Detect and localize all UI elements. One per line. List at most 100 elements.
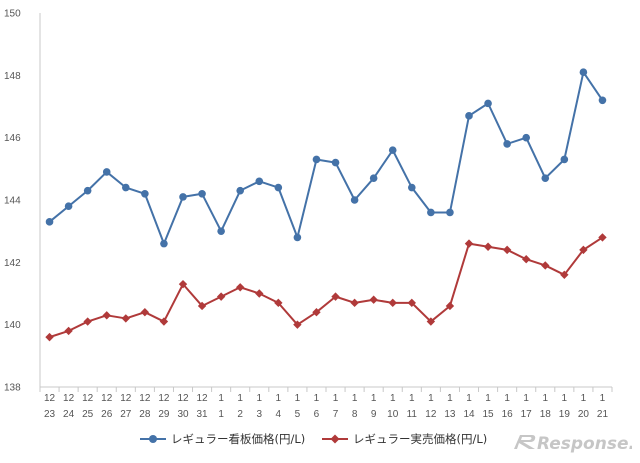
x-tick-label-day: 28: [139, 409, 151, 420]
response-logo: Response.: [514, 434, 632, 454]
data-point: [484, 99, 492, 108]
x-tick-label-day: 24: [63, 409, 75, 420]
series-line: [48, 71, 604, 245]
data-point: [369, 174, 378, 182]
x-tick-label-month: 1: [390, 393, 396, 404]
x-tick-label-month: 1: [295, 393, 301, 404]
x-tick-label-month: 1: [466, 393, 472, 404]
x-tick-label-day: 25: [82, 409, 94, 420]
x-tick-label-month: 12: [44, 393, 56, 404]
data-point: [522, 255, 531, 264]
data-point: [312, 155, 321, 164]
x-tick-label-month: 1: [523, 393, 529, 404]
data-point: [255, 177, 264, 186]
data-point: [102, 311, 111, 320]
x-tick-label-day: 8: [352, 409, 358, 420]
data-point: [140, 308, 150, 317]
x-tick-label-month: 1: [447, 393, 453, 404]
x-tick-label-month: 12: [197, 393, 209, 404]
data-point: [236, 283, 245, 292]
data-point: [121, 314, 130, 323]
legend-item-actual-price: レギュラー実売価格(円/L): [322, 431, 487, 447]
data-point: [579, 245, 588, 255]
data-point: [141, 189, 149, 198]
legend-marker-circle-icon: [140, 435, 166, 443]
x-tick-label-day: 19: [559, 409, 571, 420]
data-point: [274, 183, 283, 192]
x-tick-label-day: 13: [444, 409, 456, 420]
data-point: [598, 233, 607, 242]
x-tick-label-month: 1: [562, 393, 568, 404]
y-tick-label: 150: [4, 9, 21, 20]
x-tick-label-day: 7: [333, 409, 339, 420]
y-tick-label: 148: [4, 71, 21, 82]
x-tick-label-day: 4: [276, 409, 282, 420]
legend-label-actual-price: レギュラー実売価格(円/L): [353, 432, 488, 446]
data-point: [45, 218, 54, 226]
series-1: [45, 233, 607, 342]
x-tick-label-day: 10: [387, 409, 399, 420]
data-point: [446, 208, 454, 217]
x-tick-label-month: 1: [371, 393, 377, 404]
x-tick-label-day: 16: [502, 409, 514, 420]
data-point: [426, 317, 436, 326]
x-tick-label-day: 15: [483, 409, 495, 420]
x-tick-label-month: 1: [237, 393, 243, 404]
x-tick-label-day: 3: [256, 409, 262, 420]
data-point: [293, 320, 302, 329]
data-point: [541, 261, 550, 270]
x-tick-label-day: 12: [425, 409, 437, 420]
data-point: [331, 158, 340, 167]
x-tick-label-month: 1: [504, 393, 510, 404]
x-tick-label-day: 30: [177, 409, 189, 420]
data-point: [102, 168, 111, 176]
data-point: [179, 193, 187, 201]
data-point: [503, 140, 511, 148]
x-tick-label-day: 29: [158, 409, 170, 420]
y-tick-label: 140: [4, 320, 21, 331]
y-tick-label: 142: [4, 258, 21, 269]
legend-item-signboard-price: レギュラー看板価格(円/L): [140, 431, 305, 447]
data-point: [45, 332, 54, 342]
x-tick-label-month: 12: [82, 393, 94, 404]
data-point: [407, 298, 416, 308]
data-point: [502, 245, 512, 255]
data-point: [445, 301, 455, 311]
x-tick-label-month: 1: [581, 393, 587, 404]
x-tick-label-day: 20: [578, 409, 590, 420]
x-tick-label-month: 1: [409, 393, 415, 404]
x-tick-label-day: 14: [463, 409, 475, 420]
x-tick-label-day: 17: [521, 409, 533, 420]
data-point: [312, 308, 321, 317]
x-tick-label-month: 1: [218, 393, 224, 404]
legend: レギュラー看板価格(円/L) レギュラー実売価格(円/L): [0, 431, 640, 451]
x-tick-label-month: 1: [314, 393, 320, 404]
data-point: [522, 133, 530, 142]
x-tick-label-month: 1: [352, 393, 358, 404]
data-point: [560, 270, 569, 279]
x-tick-label-day: 23: [44, 409, 56, 420]
x-tick-label-month: 12: [177, 393, 189, 404]
data-point: [293, 233, 302, 242]
y-tick-label: 138: [4, 383, 21, 394]
x-tick-label-day: 2: [237, 409, 243, 420]
data-point: [255, 289, 264, 298]
data-point: [83, 317, 92, 326]
data-point: [274, 298, 283, 308]
x-tick-label-day: 27: [120, 409, 132, 420]
series-0: [45, 68, 607, 248]
legend-marker-diamond-icon: [322, 434, 348, 444]
x-tick-label-month: 1: [600, 393, 606, 404]
data-point: [598, 96, 607, 105]
data-point: [350, 298, 359, 308]
x-tick-label-day: 6: [314, 409, 320, 420]
data-point: [427, 208, 435, 217]
data-point: [83, 186, 92, 195]
data-point: [160, 239, 168, 248]
data-point: [483, 242, 493, 251]
x-tick-label-month: 12: [101, 393, 113, 404]
x-tick-label-month: 12: [139, 393, 151, 404]
data-point: [388, 146, 397, 154]
x-axis: 1223122412251226122712281229123012311112…: [39, 386, 613, 420]
